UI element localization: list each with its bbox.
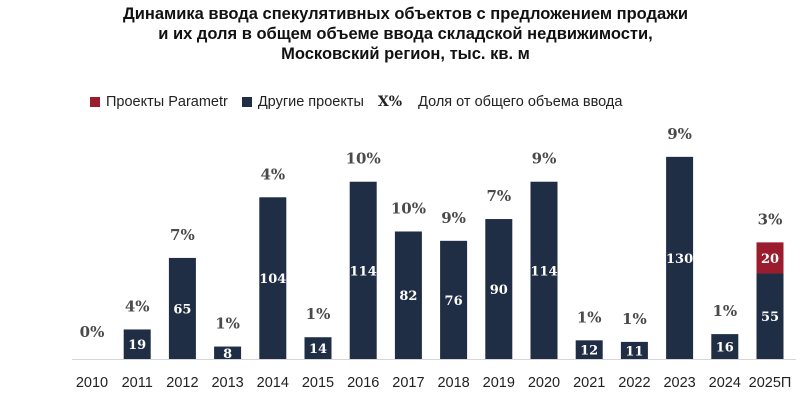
bar-value-other: 14 [309, 342, 327, 357]
share-label: 4% [125, 297, 150, 315]
legend: Проекты Parametr Другие проекты X% Доля … [90, 94, 622, 110]
x-tick-label: 2012 [166, 375, 198, 391]
chart-title: Динамика ввода спекулятивных объектов с … [0, 4, 811, 64]
bar-other [349, 181, 377, 359]
bar-other [168, 257, 196, 359]
chart-title-line: Московский регион, тыс. кв. м [281, 45, 530, 63]
bar-value-other: 65 [173, 302, 191, 317]
bar-other [123, 329, 151, 359]
bar-value-other: 90 [490, 283, 508, 298]
bar-value-other: 55 [761, 310, 779, 325]
x-tick-label: 2022 [618, 375, 650, 391]
x-tick-label: 2010 [76, 375, 108, 391]
bar-other [575, 340, 603, 359]
share-label: 9% [667, 125, 692, 143]
x-tick-label: 2019 [483, 375, 515, 391]
bar-value-other: 12 [580, 344, 598, 359]
share-label: 10% [391, 199, 426, 217]
bar-other [259, 197, 287, 359]
bar-parametr [756, 242, 784, 274]
share-label: 0% [80, 323, 105, 341]
x-tick-label: 2023 [663, 375, 695, 391]
bar-value-other: 82 [399, 289, 417, 304]
bar-other [485, 219, 513, 359]
share-label: 4% [260, 165, 285, 183]
bar-value-other: 19 [128, 338, 146, 353]
share-label: 10% [346, 150, 381, 168]
bar-value-other: 76 [445, 294, 463, 309]
bar-other [666, 156, 694, 359]
x-tick-label: 2020 [528, 375, 560, 391]
share-label: 7% [170, 226, 195, 244]
bar-other [304, 337, 332, 359]
bar-other [440, 240, 468, 359]
share-label: 1% [577, 308, 602, 326]
bar-value-other: 8 [223, 347, 232, 362]
x-tick-label: 2018 [437, 375, 469, 391]
bar-value-parametr: 20 [761, 252, 779, 267]
bar-value-other: 16 [716, 341, 734, 356]
legend-item-parametr: Проекты Parametr [90, 94, 228, 110]
share-label: 9% [532, 150, 557, 168]
bar-value-other: 104 [259, 272, 286, 287]
x-tick-label: 2017 [392, 375, 424, 391]
legend-swatch-parametr [90, 97, 100, 107]
x-tick-label: 2014 [257, 375, 289, 391]
chart-title-line: и их доля в общем объеме ввода складской… [158, 25, 653, 43]
bar-other [214, 346, 242, 359]
legend-swatch-other [241, 97, 252, 107]
share-label: 9% [441, 209, 466, 227]
x-tick-label: 2011 [122, 375, 153, 391]
share-label: 1% [215, 315, 240, 333]
bar-other [394, 231, 422, 359]
bar-value-other: 130 [666, 252, 693, 267]
legend-label-share: Доля от общего объема ввода [418, 94, 623, 110]
legend-item-other: Другие проекты [241, 94, 364, 110]
chart-title-line: Динамика ввода спекулятивных объектов с … [122, 5, 689, 23]
bar-other [711, 334, 739, 359]
x-tick-label: 2016 [347, 375, 379, 391]
share-label: 1% [622, 310, 647, 328]
legend-share-marker: X% [377, 94, 403, 110]
x-tick-label: 2021 [573, 375, 605, 391]
bar-other [756, 273, 784, 359]
share-label: 1% [306, 305, 331, 323]
bar-other [530, 181, 558, 359]
x-tick-label: 2025П [749, 375, 792, 391]
x-tick-label: 2013 [211, 375, 243, 391]
bar-value-other: 11 [625, 344, 643, 359]
share-label: 7% [486, 187, 511, 205]
bar-value-other: 114 [530, 264, 557, 279]
legend-label-other: Другие проекты [257, 94, 364, 110]
bar-other [620, 341, 648, 359]
x-tick-label: 2015 [302, 375, 334, 391]
share-label: 1% [712, 302, 737, 320]
x-tick-label: 2024 [709, 375, 741, 391]
share-label: 3% [758, 210, 783, 228]
legend-label-parametr: Проекты Parametr [106, 94, 228, 110]
bar-value-other: 114 [350, 264, 377, 279]
